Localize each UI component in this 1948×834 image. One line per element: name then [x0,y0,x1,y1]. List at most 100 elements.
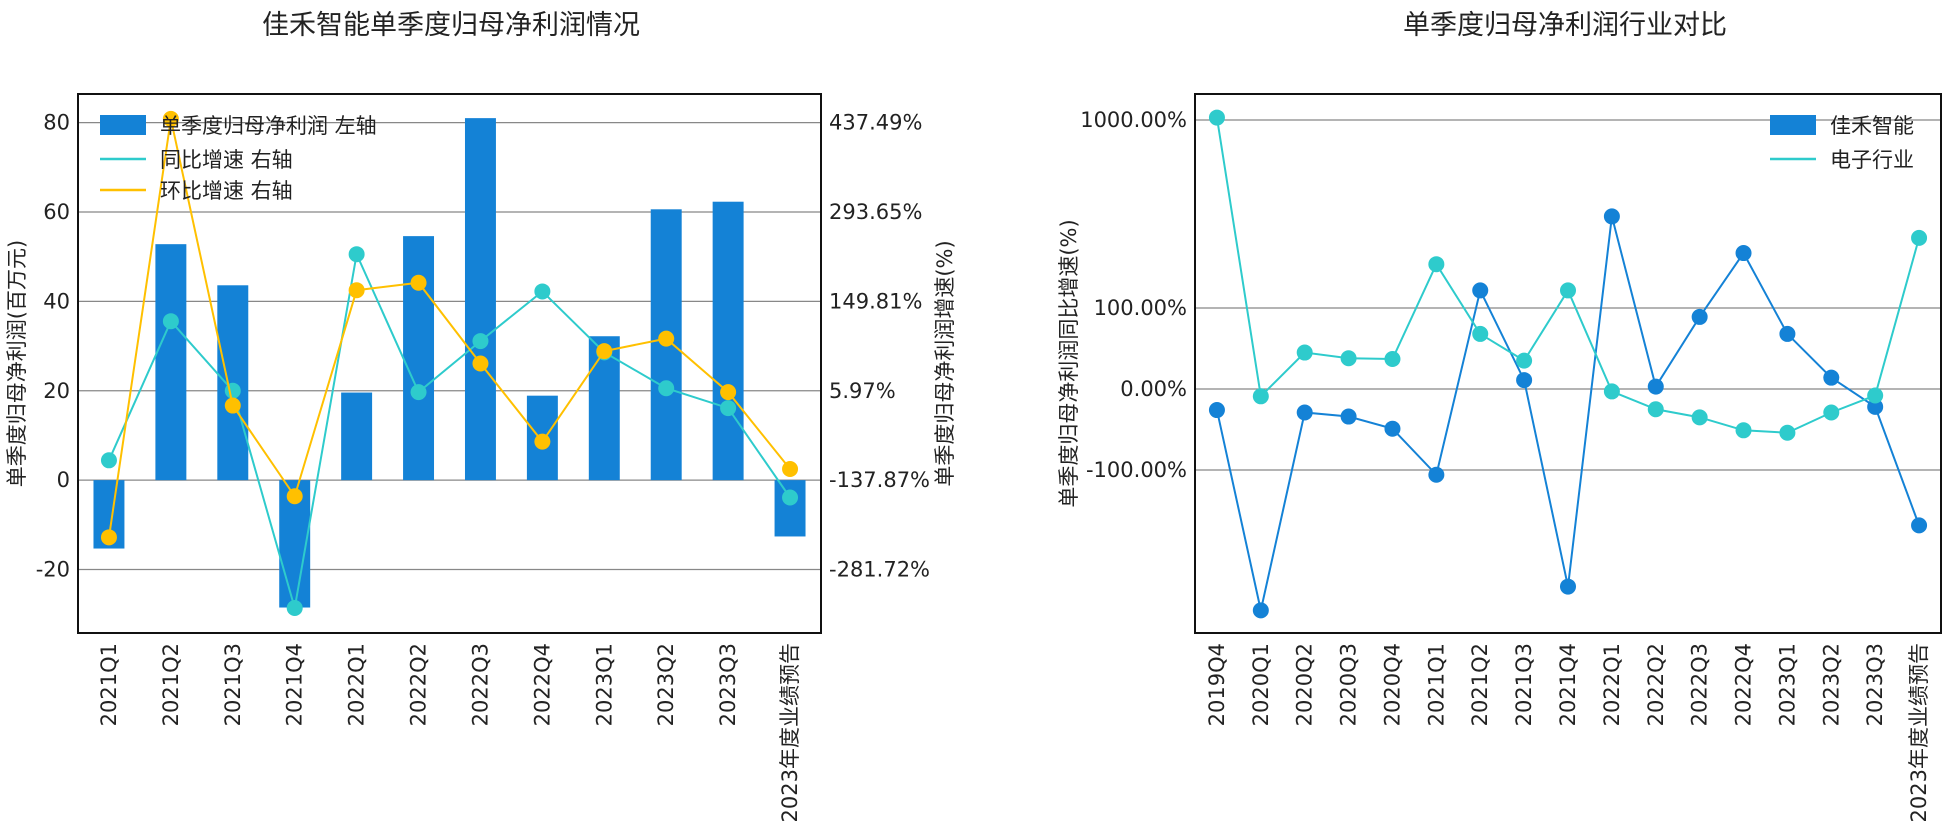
y-tick-label: 0 [57,468,70,492]
y2-tick-label: 293.65% [829,200,922,224]
data-point [534,283,551,300]
data-point [1823,404,1840,421]
data-point [1867,398,1884,415]
x-tick-label: 2019Q4 [1205,643,1229,726]
x-tick-label: 2021Q3 [1512,643,1536,726]
x-tick-label: 2021Q1 [1424,643,1448,726]
data-point [472,333,489,350]
data-point [1560,578,1576,595]
series-line [108,250,791,609]
legend-label: 环比增速 右轴 [160,179,293,203]
legend-label: 电子行业 [1830,148,1914,172]
x-tick-label: 2021Q1 [97,643,121,726]
x-tick-label: 2021Q2 [159,643,183,726]
data-point [782,489,799,506]
data-point [1384,351,1401,368]
legend-label: 佳禾智能 [1830,114,1914,138]
bar [155,244,187,481]
data-point [100,529,117,546]
data-point [1296,404,1313,421]
data-point [1560,282,1576,299]
y-tick-label: 100.00% [1094,296,1187,320]
data-point [1340,408,1357,425]
y2-tick-label: -137.87% [829,468,930,492]
data-point [1252,388,1269,405]
x-tick-label: 2022Q1 [345,643,369,726]
y-tick-label: 0.00% [1120,377,1187,401]
x-tick-label: 2022Q4 [530,643,554,726]
data-point [1384,420,1401,437]
bar [464,118,496,481]
data-point [1823,369,1840,386]
x-tick-label: 2023Q3 [716,643,740,726]
data-point [1779,424,1796,441]
data-point [1691,409,1708,426]
data-point [534,433,551,450]
data-point [1472,282,1489,299]
data-point [1208,109,1225,126]
x-tick-label: 2023Q1 [1775,643,1799,726]
x-tick-label: 2021Q3 [221,643,245,726]
x-tick-label: 2023年度业绩预告 [1907,643,1931,822]
y-tick-label: 60 [43,200,70,224]
x-tick-label: 2022Q3 [468,643,492,726]
data-point [1647,401,1664,418]
series-line [1215,117,1921,434]
data-point [1340,350,1357,367]
data-point [224,382,241,399]
data-point [1252,602,1269,619]
data-point [1911,229,1928,246]
x-tick-label: 2020Q1 [1249,643,1273,726]
y-tick-label: 1000.00% [1080,108,1187,132]
data-point [1779,325,1796,342]
data-point [348,246,365,263]
data-point [1603,208,1620,225]
data-point [1647,378,1664,395]
data-point [1428,256,1445,273]
y-tick-label: -100.00% [1086,458,1187,482]
series-line [1215,216,1920,611]
data-point [348,282,365,299]
x-tick-label: 2022Q1 [1600,643,1624,726]
legend-swatch-bar [100,115,146,135]
x-tick-label: 2022Q2 [407,643,431,726]
x-tick-label: 2023Q2 [1819,643,1843,726]
x-tick-label: 2022Q2 [1644,643,1668,726]
data-point [1516,352,1533,369]
data-point [1691,308,1708,325]
data-point [472,355,489,372]
y-tick-label: 80 [43,111,70,135]
x-tick-label: 2021Q4 [283,643,307,726]
data-point [1911,517,1928,534]
plot-frame [1194,93,1942,634]
y-tick-label: 20 [43,379,70,403]
data-point [1867,387,1884,404]
y-axis-label: 单季度归母净利润(百万元) [5,240,29,487]
data-point [1603,383,1620,400]
x-tick-label: 2021Q4 [1556,643,1580,726]
chart-title: 单季度归母净利润行业对比 [1403,10,1727,41]
data-point [1208,402,1225,419]
y2-tick-label: -281.72% [829,558,930,582]
plot-frame [77,93,822,634]
bar [403,236,435,481]
bar [341,392,373,481]
data-point [286,488,303,505]
x-tick-label: 2023年度业绩预告 [778,643,802,822]
data-point [1472,325,1489,342]
y2-tick-label: 437.49% [829,111,922,135]
bar [217,285,249,481]
data-point [1735,245,1752,262]
series-line [107,118,791,538]
y2-axis-label: 单季度归母净利润增速(%) [933,240,957,486]
chart-title: 佳禾智能单季度归母净利润情况 [262,10,640,41]
x-tick-label: 2020Q4 [1380,643,1404,726]
y2-tick-label: 149.81% [829,289,922,313]
bar [712,201,744,481]
data-point [720,400,737,417]
x-tick-label: 2020Q2 [1293,643,1317,726]
data-point [782,460,799,477]
legend-swatch-line [1770,115,1816,135]
x-tick-label: 2023Q3 [1863,643,1887,726]
